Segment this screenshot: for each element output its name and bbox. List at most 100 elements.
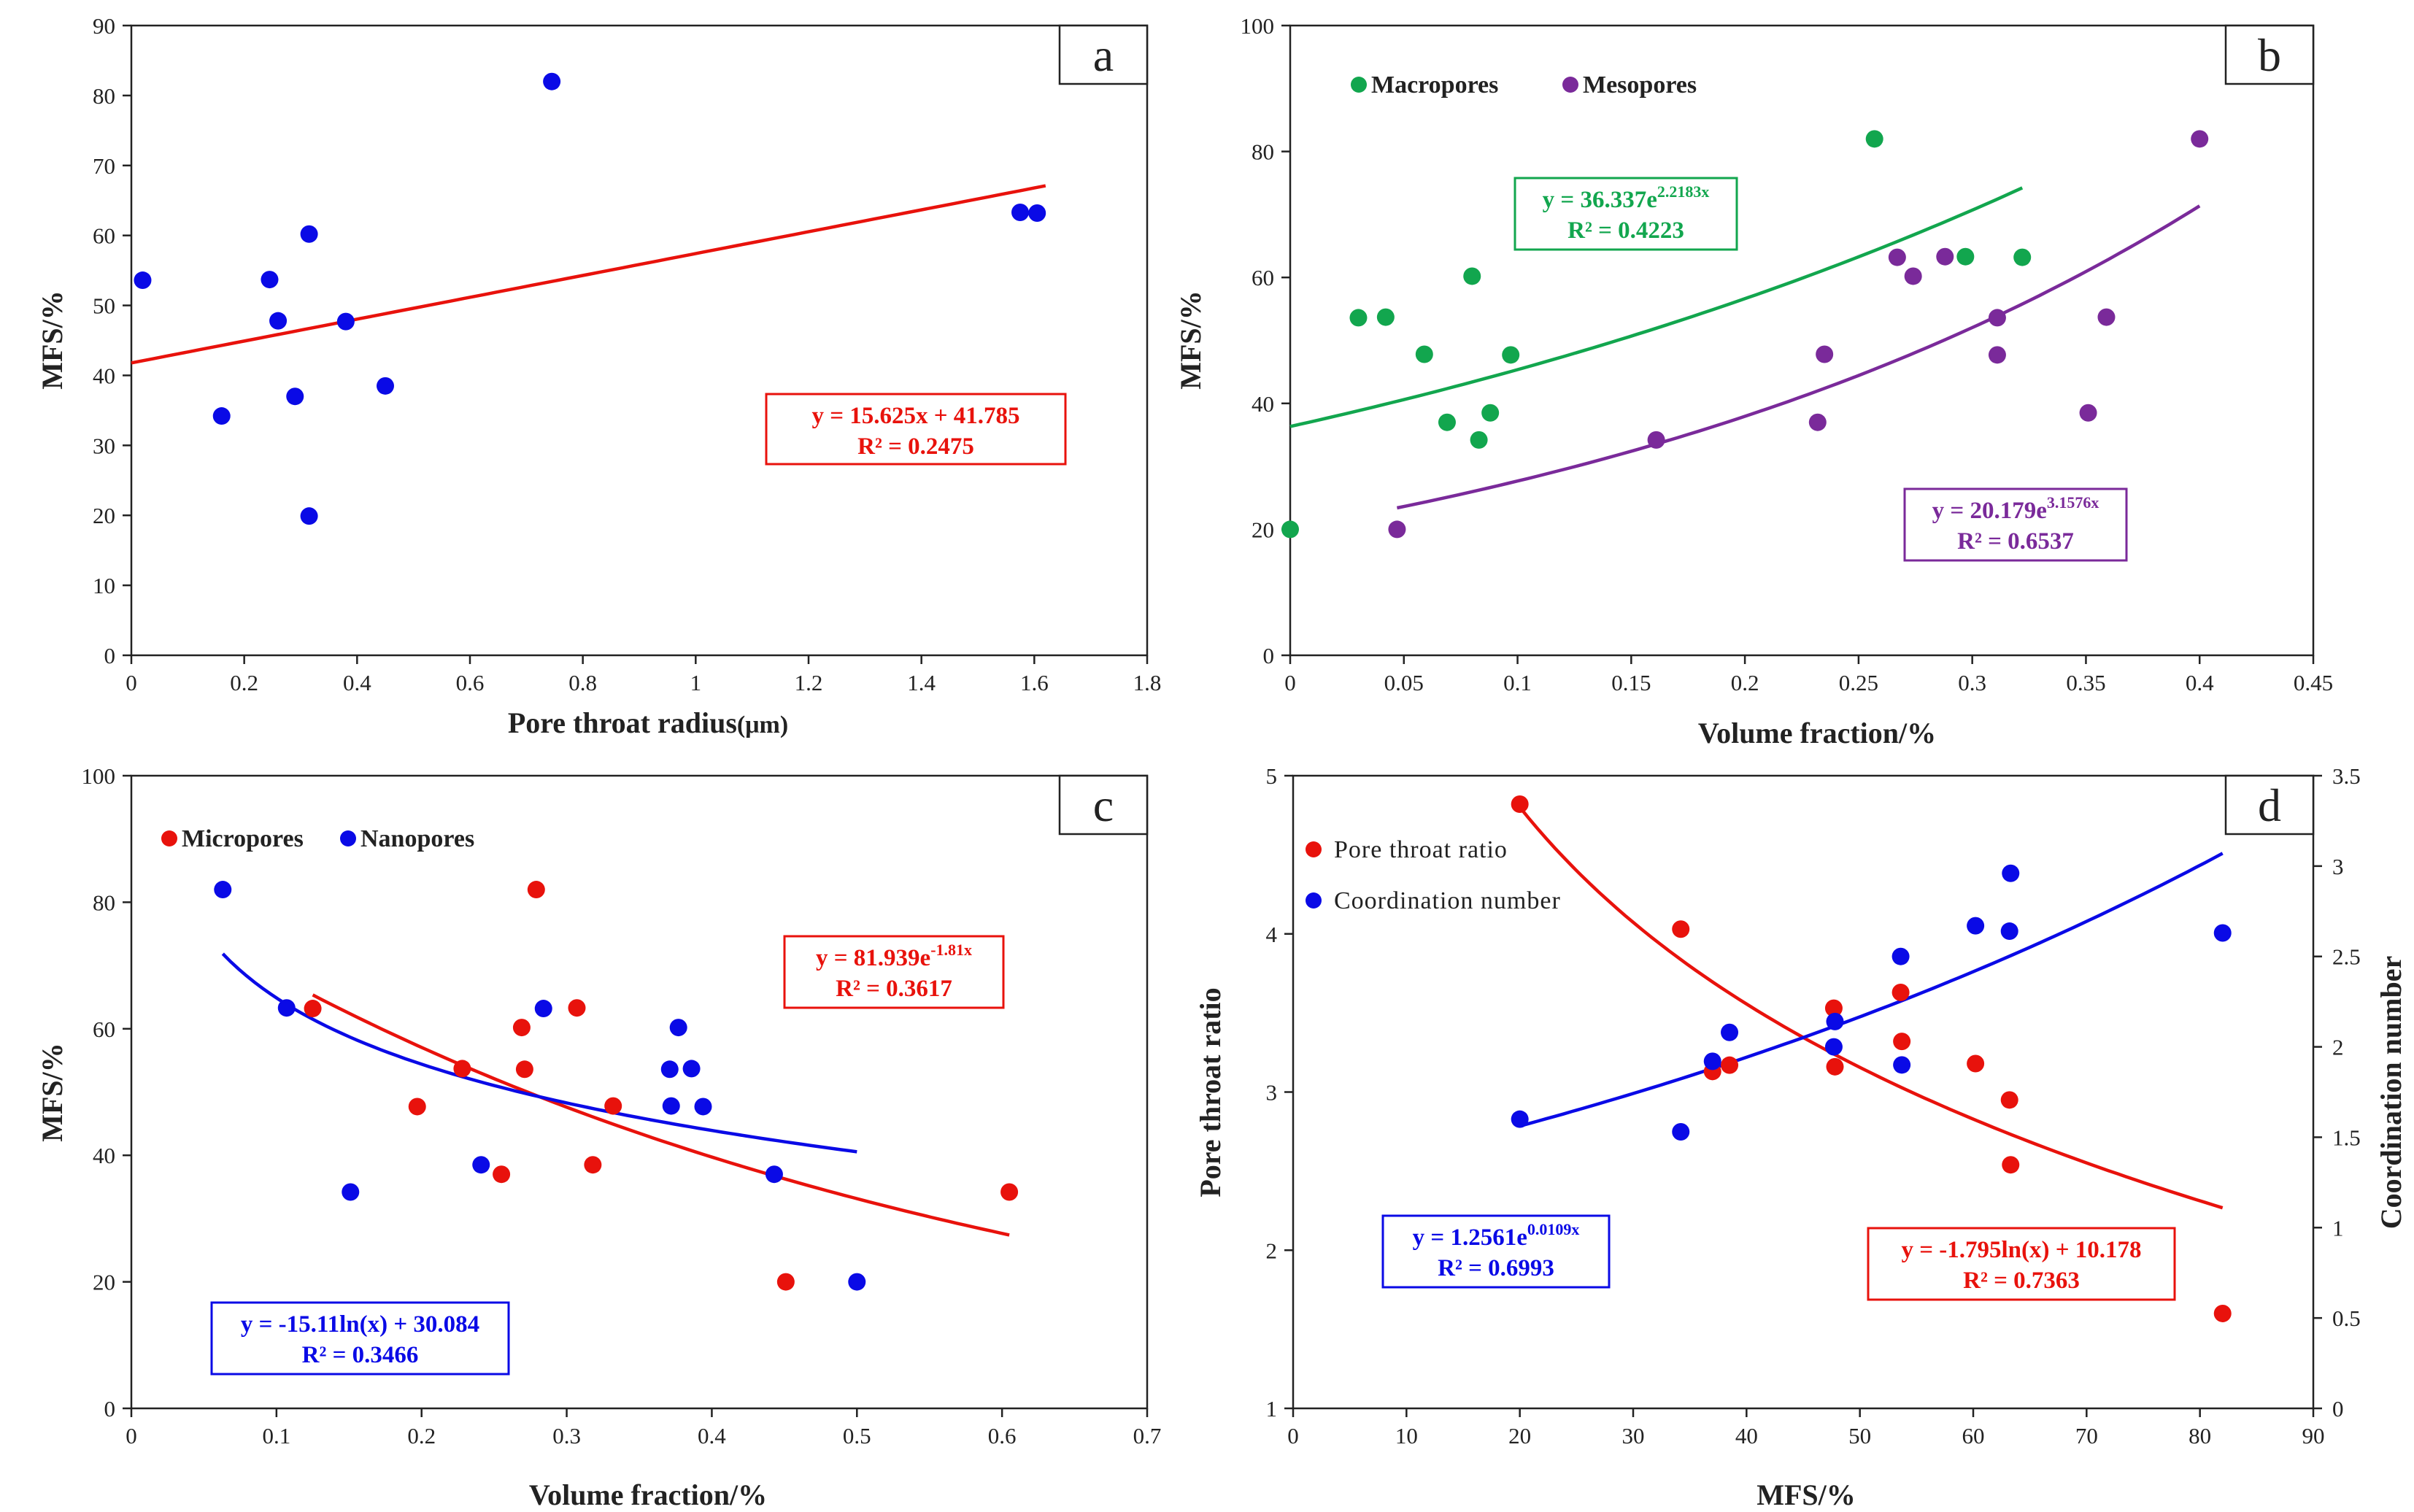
data-point-micropores [453, 1060, 471, 1078]
x-tick-label: 0.5 [843, 1423, 871, 1449]
x-tick-label: 0.2 [407, 1423, 436, 1449]
x-tick-label: 0.35 [2066, 670, 2105, 695]
panel-letter: a [1093, 29, 1114, 81]
data-point-nanopores [765, 1165, 783, 1184]
y-tick-label: 80 [1252, 139, 1274, 165]
x-axis-title: Volume fraction/% [529, 1478, 767, 1511]
y-tick-label: 20 [1252, 517, 1274, 542]
equation-text: y = -15.11ln(x) + 30.084 [241, 1311, 479, 1338]
data-point-macropores [1376, 308, 1395, 326]
data-point-micropores [568, 999, 586, 1017]
plot-frame [130, 24, 1149, 657]
data-point-macropores [1470, 431, 1488, 449]
y2-axis-title: Coordination number [2375, 956, 2407, 1230]
data-point-micropores [304, 1000, 322, 1018]
plot-frame [1289, 24, 2315, 657]
y-tick-label: 5 [1266, 763, 1278, 789]
data-point-nanopores [660, 1060, 679, 1079]
y-tick-label: 70 [93, 153, 115, 179]
data-point-micropores [408, 1098, 426, 1116]
legend-label: Coordination number [1334, 887, 1561, 914]
y-tick-label: 40 [93, 1143, 115, 1168]
x-axis-title: MFS/% [1756, 1478, 1856, 1511]
x-tick-label: 0.2 [1731, 670, 1759, 695]
data-point-micropores [512, 1019, 531, 1037]
data-point-macropores [1281, 520, 1299, 539]
x-tick-label: 0.4 [343, 670, 371, 695]
y2-tick-label: 3 [2332, 854, 2344, 879]
data-point-pore-throat-ratio [1721, 1056, 1739, 1074]
x-tick-label: 0 [126, 1423, 137, 1449]
x-tick-label: 60 [1962, 1423, 1985, 1449]
data-point-pore-throat-ratio [1511, 795, 1529, 814]
data-point-coordination-number [1703, 1052, 1721, 1071]
y-tick-label: 2 [1266, 1238, 1278, 1263]
x-tick-label: 50 [1848, 1423, 1871, 1449]
legend-label: Mesopores [1583, 72, 1697, 99]
equation-text: y = 1.2561e0.0109x [1413, 1220, 1580, 1251]
panel-c: 0 0.1 0.2 0.3 0.4 0.5 0.6 0.7 0 20 40 60 80 100 Volume… [36, 763, 1161, 1511]
y-tick-label: 20 [93, 1270, 115, 1295]
y-tick-label: 20 [93, 503, 115, 528]
panel-d: 0 10 20 30 40 50 60 70 80 901234500.511.522.533.5… [1194, 763, 2407, 1511]
data-point-coordination-number [1967, 917, 1985, 935]
data-point-micropores [776, 1273, 795, 1291]
data-point-nanopores [682, 1060, 701, 1078]
data-point-nanopores [472, 1156, 490, 1174]
equation-box [783, 935, 1005, 1009]
r-squared-text: R² = 0.4223 [1567, 217, 1684, 244]
x-tick-label: 1.2 [795, 670, 823, 695]
x-tick-label: 0.6 [988, 1423, 1017, 1449]
panel-letter-box [2224, 774, 2315, 836]
x-tick-label: 90 [2302, 1423, 2325, 1449]
data-point-nanopores [277, 999, 296, 1017]
data-point-nanopores [669, 1019, 687, 1037]
y-tick-label: 0 [1263, 643, 1275, 668]
y-tick-label: 30 [93, 433, 115, 458]
data-point-pore-throat-ratio [2000, 1091, 2018, 1109]
equation-exponent: 0.0109x [1527, 1220, 1580, 1238]
data-point-micropores [527, 881, 545, 899]
r-squared-text: R² = 0.2475 [857, 433, 974, 460]
data-point-micropores [1000, 1183, 1019, 1201]
panel-a: 0 0.2 0.4 0.6 0.8 1 1.2 1.4 1.6 1.8 0 10 20 30 40 50 60 7… [36, 13, 1161, 739]
y-tick-label: 10 [93, 573, 115, 598]
data-point-coordination-number [2213, 924, 2232, 942]
panel-letter: b [2258, 29, 2281, 81]
equation-text: y = 15.625x + 41.785 [811, 403, 1019, 429]
trend-line-2 [1396, 204, 2201, 510]
data-point-mfs [300, 225, 318, 243]
x-tick-label: 1.4 [907, 670, 936, 695]
trend-line-1 [131, 184, 1046, 365]
legend-label: Macropores [1371, 72, 1498, 99]
data-point-coordination-number [1672, 1122, 1690, 1141]
y-tick-label: 90 [93, 13, 115, 39]
y-tick-label: 100 [82, 763, 116, 789]
legend-marker [1306, 841, 1322, 857]
data-point-nanopores [662, 1097, 680, 1115]
data-point-mesopores [1808, 413, 1827, 431]
y-tick-label: 80 [93, 83, 115, 109]
legend-label: Micropores [182, 825, 304, 852]
x-tick-label: 0.3 [1958, 670, 1986, 695]
data-point-macropores [1865, 130, 1883, 148]
x-tick-label: 70 [2075, 1423, 2098, 1449]
y-axis-title: MFS/% [36, 290, 69, 390]
data-point-mesopores [1647, 431, 1665, 449]
trend-line-1 [1289, 186, 2024, 428]
trend-line-2 [221, 952, 857, 1154]
data-point-macropores [1481, 404, 1500, 422]
data-point-coordination-number [1892, 947, 1910, 965]
x-tick-label: 0 [1287, 1423, 1299, 1449]
data-point-coordination-number [1721, 1023, 1739, 1041]
y-axis-title: MFS/% [1174, 290, 1207, 390]
panel-letter: c [1093, 779, 1114, 831]
data-point-mfs [269, 312, 288, 330]
data-point-coordination-number [1511, 1110, 1529, 1128]
r-squared-text: R² = 0.3617 [836, 976, 952, 1002]
data-point-mesopores [2079, 404, 2097, 422]
equation-box [210, 1301, 510, 1376]
data-point-mesopores [2097, 308, 2116, 326]
data-point-pore-throat-ratio [2213, 1304, 2232, 1322]
